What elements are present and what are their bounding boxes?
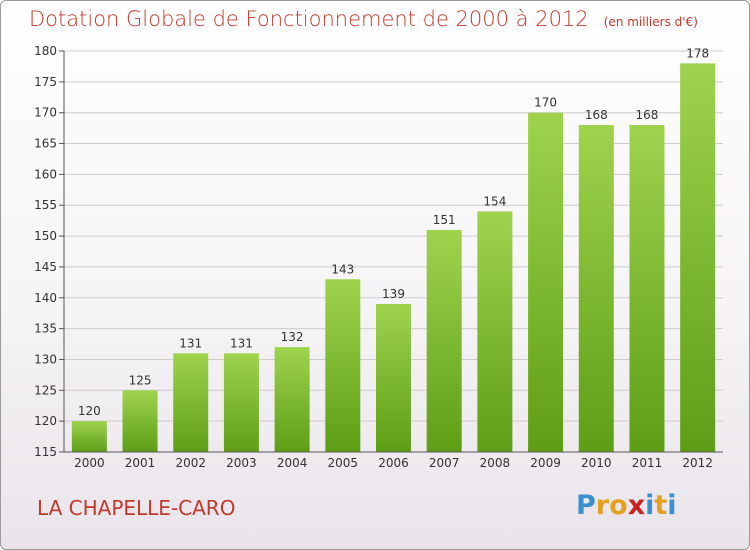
- x-tick-label: 2001: [125, 456, 156, 470]
- x-tick-label: 2004: [277, 456, 308, 470]
- bar-value-label: 131: [230, 336, 253, 350]
- y-tick-label: 150: [34, 229, 57, 243]
- proxiti-logo: Proxiti: [576, 490, 677, 521]
- axes: [59, 50, 723, 453]
- x-tick-label: 2005: [328, 456, 359, 470]
- bar-value-label: 139: [382, 287, 405, 301]
- bar-value-label: 131: [179, 336, 202, 350]
- bar-value-label: 168: [636, 108, 659, 122]
- chart-title-text: Dotation Globale de Fonctionnement de 20…: [29, 7, 589, 31]
- x-tick-label: 2003: [226, 456, 257, 470]
- logo-letter: o: [609, 490, 628, 521]
- x-tick-label: 2008: [480, 456, 511, 470]
- logo-letter: r: [595, 490, 610, 521]
- x-tick-label: 2010: [581, 456, 612, 470]
- y-tick-label: 170: [34, 106, 57, 120]
- y-tick-label: 180: [34, 44, 57, 58]
- labels: 115 120 125 130 135 140 145 150 155 160 165 170 175 1…: [34, 44, 713, 470]
- y-tick-label: 125: [34, 383, 57, 397]
- logo-letter: t: [654, 490, 668, 521]
- y-tick-label: 175: [34, 75, 57, 89]
- y-tick-label: 120: [34, 414, 57, 428]
- chart-title: Dotation Globale de Fonctionnement de 20…: [29, 7, 698, 31]
- bar-2001: [122, 390, 158, 452]
- y-tick-label: 115: [34, 445, 57, 459]
- bar-value-label: 154: [483, 194, 506, 208]
- chart-unit-text: (en milliers d'€): [603, 15, 698, 29]
- y-tick-label: 130: [34, 352, 57, 366]
- bar-2000: [71, 421, 107, 452]
- bar-value-label: 151: [433, 213, 456, 227]
- bar-value-label: 170: [534, 96, 557, 110]
- bar-2006: [376, 303, 411, 452]
- y-tick-label: 140: [34, 291, 57, 305]
- x-tick-label: 2009: [530, 456, 561, 470]
- y-tick-label: 160: [34, 167, 57, 181]
- bar-2008: [477, 211, 513, 452]
- logo-letter: P: [576, 490, 596, 521]
- logo-letter: i: [645, 490, 655, 521]
- bars: [71, 63, 716, 453]
- bar-value-label: 178: [686, 46, 709, 60]
- bar-value-label: 168: [585, 108, 608, 122]
- x-tick-label: 2002: [175, 456, 206, 470]
- bar-value-label: 120: [78, 404, 101, 418]
- bar-value-label: 143: [331, 262, 354, 276]
- bar-2005: [325, 279, 361, 452]
- logo-letter: i: [667, 490, 677, 521]
- bar-2004: [274, 347, 310, 452]
- x-tick-label: 2011: [632, 456, 663, 470]
- x-tick-label: 2006: [378, 456, 409, 470]
- bar-2011: [629, 125, 665, 453]
- y-tick-label: 165: [34, 137, 57, 151]
- bar-2002: [173, 353, 209, 452]
- bar-value-label: 125: [129, 373, 152, 387]
- y-tick-label: 145: [34, 260, 57, 274]
- commune-name: LA CHAPELLE-CARO: [37, 496, 236, 520]
- bar-value-label: 132: [281, 330, 304, 344]
- bar-2003: [223, 353, 259, 452]
- x-tick-label: 2000: [74, 456, 105, 470]
- bar-2007: [426, 229, 462, 452]
- y-tick-label: 135: [34, 322, 57, 336]
- x-tick-label: 2012: [682, 456, 713, 470]
- bar-2009: [528, 112, 564, 452]
- x-tick-label: 2007: [429, 456, 460, 470]
- bar-2010: [578, 125, 614, 453]
- y-tick-label: 155: [34, 198, 57, 212]
- bar-2012: [680, 63, 716, 452]
- logo-letter: x: [627, 490, 646, 521]
